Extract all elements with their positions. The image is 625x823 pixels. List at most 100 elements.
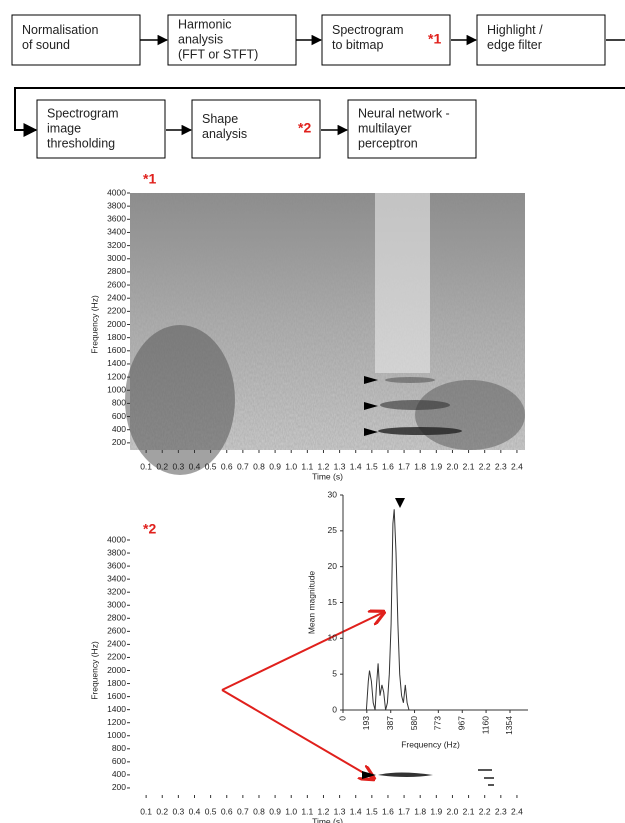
step-marker: *2 xyxy=(298,120,311,136)
x-tick-label: 2.1 xyxy=(463,461,475,471)
x-tick-label: 0.1 xyxy=(140,461,152,471)
x-tick-label: 967 xyxy=(457,716,467,730)
annotations xyxy=(221,498,494,786)
x-tick-label: 1.9 xyxy=(430,806,442,816)
y-tick-label: 4000 xyxy=(107,187,126,197)
y-tick-label: 1200 xyxy=(107,371,126,381)
y-tick-label: 1400 xyxy=(107,358,126,368)
y-tick-label: 2400 xyxy=(107,639,126,649)
x-tick-label: 1.0 xyxy=(285,461,297,471)
step-label: Harmonic xyxy=(178,17,232,31)
figure-marker: *1 xyxy=(143,171,156,187)
x-tick-label: 2.0 xyxy=(447,806,459,816)
y-axis-label: Frequency (Hz) xyxy=(89,641,99,700)
y-tick-label: 200 xyxy=(112,437,126,447)
y-tick-label: 600 xyxy=(112,411,126,421)
x-tick-label: 0.9 xyxy=(269,806,281,816)
x-tick-label: 1.7 xyxy=(398,806,410,816)
step-label: Neural network - xyxy=(358,106,450,120)
x-tick-label: 0.7 xyxy=(237,461,249,471)
y-tick-label: 2800 xyxy=(107,266,126,276)
x-tick-label: 0.6 xyxy=(221,806,233,816)
x-tick-label: 0.3 xyxy=(172,461,184,471)
x-tick-label: 1.5 xyxy=(366,806,378,816)
step-label: perceptron xyxy=(358,136,418,150)
charts: *120040060080010001200140016001800200022… xyxy=(89,171,528,823)
y-tick-label: 400 xyxy=(112,424,126,434)
y-tick-label: 1800 xyxy=(107,678,126,688)
x-tick-label: 0.2 xyxy=(156,461,168,471)
x-tick-label: 1.4 xyxy=(350,461,362,471)
x-tick-label: 2.2 xyxy=(479,806,491,816)
x-tick-label: 1160 xyxy=(480,716,490,735)
x-tick-label: 1.7 xyxy=(398,461,410,471)
y-tick-label: 400 xyxy=(112,769,126,779)
y-tick-label: 10 xyxy=(328,633,338,643)
y-tick-label: 2200 xyxy=(107,652,126,662)
step-box xyxy=(167,14,297,66)
x-tick-label: 387 xyxy=(385,716,395,730)
y-tick-label: 200 xyxy=(112,782,126,792)
step-label: Normalisation xyxy=(22,23,98,37)
x-tick-label: 580 xyxy=(409,716,419,730)
y-tick-label: 2200 xyxy=(107,306,126,316)
y-tick-label: 5 xyxy=(332,668,337,678)
x-tick-label: 1.3 xyxy=(334,806,346,816)
step-box xyxy=(36,99,166,159)
y-tick-label: 2600 xyxy=(107,626,126,636)
y-tick-label: 1800 xyxy=(107,332,126,342)
x-tick-label: 1.2 xyxy=(318,806,330,816)
step-label: edge filter xyxy=(487,38,542,52)
y-tick-label: 25 xyxy=(328,525,338,535)
x-tick-label: 0.5 xyxy=(205,461,217,471)
x-tick-label: 2.3 xyxy=(495,461,507,471)
y-tick-label: 3200 xyxy=(107,240,126,250)
x-tick-label: 2.1 xyxy=(463,806,475,816)
y-tick-label: 30 xyxy=(328,489,338,499)
y-axis-label: Mean magnitude xyxy=(306,571,316,635)
y-tick-label: 20 xyxy=(328,561,338,571)
step-label: thresholding xyxy=(47,136,115,150)
x-tick-label: 0.5 xyxy=(205,806,217,816)
step-label: to bitmap xyxy=(332,38,383,52)
x-tick-label: 0.9 xyxy=(269,461,281,471)
y-tick-label: 3000 xyxy=(107,253,126,263)
y-tick-label: 1200 xyxy=(107,717,126,727)
step-box xyxy=(11,14,141,66)
x-tick-label: 0.2 xyxy=(156,806,168,816)
x-tick-label: 1.6 xyxy=(382,461,394,471)
step-label: Spectrogram xyxy=(332,23,404,37)
y-tick-label: 1000 xyxy=(107,385,126,395)
y-tick-label: 2000 xyxy=(107,319,126,329)
x-tick-label: 0.4 xyxy=(189,806,201,816)
y-tick-label: 3800 xyxy=(107,200,126,210)
x-tick-label: 1.9 xyxy=(430,461,442,471)
y-tick-label: 3600 xyxy=(107,214,126,224)
x-tick-label: 0.6 xyxy=(221,461,233,471)
x-tick-label: 1.4 xyxy=(350,806,362,816)
step-label: Highlight / xyxy=(487,23,543,37)
step-label: of sound xyxy=(22,38,70,52)
y-tick-label: 600 xyxy=(112,756,126,766)
x-axis-label: Time (s) xyxy=(312,471,343,481)
y-axis-label: Frequency (Hz) xyxy=(89,295,99,354)
y-tick-label: 1400 xyxy=(107,704,126,714)
x-tick-label: 2.4 xyxy=(511,461,523,471)
y-tick-label: 800 xyxy=(112,398,126,408)
x-tick-label: 2.4 xyxy=(511,806,523,816)
x-tick-label: 193 xyxy=(361,716,371,730)
y-tick-label: 15 xyxy=(328,597,338,607)
step-box xyxy=(321,14,451,66)
step-label: multilayer xyxy=(358,121,412,135)
y-tick-label: 3800 xyxy=(107,547,126,557)
y-tick-label: 2800 xyxy=(107,613,126,623)
y-tick-label: 3000 xyxy=(107,600,126,610)
x-tick-label: 1354 xyxy=(504,716,514,735)
step-label: Shape xyxy=(202,112,238,126)
step-marker: *1 xyxy=(428,31,441,47)
x-tick-label: 1.8 xyxy=(414,461,426,471)
x-tick-label: 0.4 xyxy=(189,461,201,471)
x-tick-label: 1.1 xyxy=(301,461,313,471)
step-box xyxy=(347,99,477,159)
